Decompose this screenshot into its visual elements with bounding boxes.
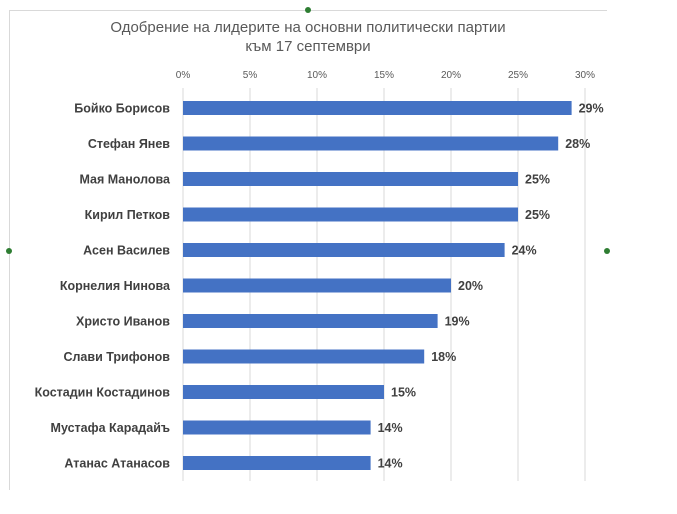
category-labels: Бойко Борисов Стефан Янев Мая Манолова Кири… <box>35 102 171 471</box>
bar[interactable] <box>183 314 438 328</box>
resize-handle-right-icon[interactable] <box>604 248 610 254</box>
bars <box>183 101 572 470</box>
category-label: Бойко Борисов <box>74 102 170 116</box>
category-label: Асен Василев <box>83 244 170 258</box>
category-label: Кирил Петков <box>85 208 171 222</box>
data-label: 29% <box>579 102 604 116</box>
chart-title-block: Одобрение на лидерите на основни политич… <box>9 18 607 56</box>
category-label: Мая Манолова <box>79 173 171 187</box>
category-label: Христо Иванов <box>76 315 170 329</box>
category-label: Корнелия Нинова <box>60 279 171 293</box>
x-tick-label: 0% <box>176 70 191 81</box>
data-label: 28% <box>565 137 590 151</box>
bar[interactable] <box>183 278 451 293</box>
category-label: Костадин Костадинов <box>35 386 171 400</box>
data-labels: 29% 28% 25% 25% 24% 20% 19% 18% 15% 14% 14% <box>378 102 604 471</box>
resize-handle-top-icon[interactable] <box>305 7 311 13</box>
bar[interactable] <box>183 385 384 399</box>
category-label: Слави Трифонов <box>63 350 170 364</box>
x-axis-ticks: 0% 5% 10% 15% 20% 25% 30% <box>176 70 595 81</box>
bar[interactable] <box>183 207 518 222</box>
data-label: 25% <box>525 208 550 222</box>
bar[interactable] <box>183 420 371 435</box>
data-label: 14% <box>378 457 403 471</box>
bar[interactable] <box>183 349 425 364</box>
x-tick-label: 10% <box>307 70 327 81</box>
chart-title: Одобрение на лидерите на основни политич… <box>110 19 506 36</box>
x-tick-label: 30% <box>575 70 595 81</box>
data-label: 14% <box>378 421 403 435</box>
category-label: Атанас Атанасов <box>64 457 170 471</box>
resize-handle-left-icon[interactable] <box>6 248 12 254</box>
x-tick-label: 5% <box>243 70 258 81</box>
x-tick-label: 15% <box>374 70 394 81</box>
data-label: 19% <box>445 315 470 329</box>
bar[interactable] <box>183 172 518 186</box>
x-tick-label: 25% <box>508 70 528 81</box>
bar[interactable] <box>183 136 559 151</box>
data-label: 15% <box>391 386 416 400</box>
chart-subtitle: към 17 септември <box>245 38 371 55</box>
data-label: 20% <box>458 279 483 293</box>
data-label: 18% <box>431 350 456 364</box>
category-label: Стефан Янев <box>88 137 170 151</box>
data-label: 24% <box>512 244 537 258</box>
bar[interactable] <box>183 243 505 257</box>
category-label: Мустафа Карадайъ <box>51 421 170 435</box>
data-label: 25% <box>525 173 550 187</box>
x-tick-label: 20% <box>441 70 461 81</box>
bar[interactable] <box>183 456 371 470</box>
bar[interactable] <box>183 101 572 115</box>
